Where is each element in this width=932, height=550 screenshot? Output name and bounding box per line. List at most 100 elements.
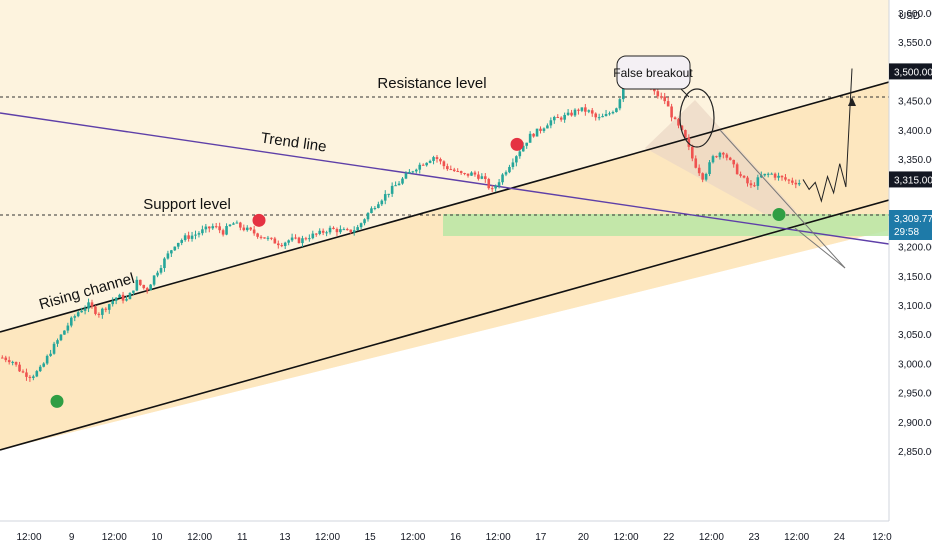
- candle: [435, 154, 439, 163]
- price-axis[interactable]: USD 3,600.00 3,550.00 3,450.00 3,400.00 3,35…: [888, 0, 932, 521]
- time-tick-label: 20: [578, 532, 590, 543]
- trend-line: [0, 112, 889, 245]
- support-zone: [443, 214, 889, 236]
- candle: [346, 227, 349, 231]
- candle: [711, 154, 715, 164]
- price-level-badge-label: 3,315.00: [894, 175, 932, 186]
- candle: [546, 123, 549, 129]
- candle: [152, 275, 156, 287]
- resistance-touch-marker: [510, 137, 524, 151]
- candle: [135, 276, 139, 292]
- candle: [180, 238, 183, 246]
- candle: [359, 222, 363, 230]
- price-level-badge-label: 3,500.00: [894, 67, 932, 78]
- candle: [622, 87, 625, 102]
- candle: [715, 155, 718, 158]
- candle: [142, 284, 146, 290]
- candle: [380, 199, 384, 207]
- time-tick-label: 12:00: [400, 532, 425, 543]
- price-tick-label: 3,100.00: [898, 301, 932, 312]
- candle: [321, 228, 325, 236]
- candle: [580, 107, 584, 113]
- current-price-value: 3,309.77: [894, 214, 932, 225]
- candle: [611, 110, 615, 115]
- candle: [118, 293, 121, 298]
- candle: [766, 172, 770, 178]
- candle: [501, 173, 504, 185]
- candle: [763, 173, 767, 177]
- candle: [494, 184, 497, 192]
- candle: [287, 239, 290, 246]
- price-tick-label: 3,350.00: [898, 155, 932, 166]
- candle: [728, 156, 732, 161]
- candle: [176, 242, 180, 250]
- candle: [1, 355, 4, 359]
- candle: [97, 312, 101, 318]
- price-tick-label: 3,400.00: [898, 126, 932, 137]
- candle: [56, 338, 59, 347]
- candle: [308, 234, 311, 242]
- candle: [604, 109, 608, 117]
- candle: [239, 221, 242, 231]
- candle: [45, 354, 49, 365]
- price-tick-label: 3,000.00: [898, 359, 932, 370]
- candle: [397, 181, 401, 186]
- time-tick-label: 12:00: [102, 532, 127, 543]
- candle: [280, 242, 284, 248]
- candle: [456, 168, 459, 173]
- time-axis[interactable]: 12:00 9 12:00 10 12:00 11 13 12:00 15 12:00 16 12:0…: [0, 520, 892, 543]
- candle: [770, 172, 773, 175]
- candle: [480, 173, 484, 180]
- candle: [487, 177, 491, 190]
- candle: [297, 236, 301, 244]
- candle: [673, 116, 677, 120]
- candle: [211, 223, 215, 230]
- candle: [497, 178, 501, 189]
- candle: [363, 218, 366, 226]
- candlestick-series: [1, 67, 801, 382]
- time-tick-label: 12:00: [315, 532, 340, 543]
- candle: [170, 249, 173, 258]
- price-tick-label: 3,600.00: [898, 9, 932, 20]
- time-tick-label: 23: [748, 532, 760, 543]
- candle: [566, 109, 570, 116]
- price-level-badge: 3,315.00: [889, 171, 932, 188]
- candle: [377, 201, 380, 209]
- candle: [504, 170, 508, 177]
- time-tick-label: 16: [450, 532, 462, 543]
- candle: [235, 220, 239, 224]
- candle: [484, 173, 487, 183]
- candle: [132, 290, 135, 296]
- time-tick-label: 24: [834, 532, 846, 543]
- candle: [722, 151, 725, 159]
- candle: [145, 286, 149, 294]
- candle: [270, 237, 273, 241]
- candle: [304, 236, 308, 241]
- candle: [25, 368, 28, 381]
- price-tick-label: 2,850.00: [898, 447, 932, 458]
- candle: [339, 225, 342, 235]
- candle: [691, 144, 694, 162]
- candle: [687, 134, 691, 151]
- current-price-badge: 3,309.77 29:58: [889, 210, 932, 240]
- candle: [194, 230, 197, 240]
- projection-path: [802, 68, 853, 203]
- candle: [390, 182, 394, 197]
- candle: [114, 297, 118, 305]
- candle: [532, 133, 535, 138]
- candle: [549, 117, 553, 129]
- candle: [214, 222, 218, 229]
- candle: [387, 193, 390, 198]
- candle: [563, 112, 566, 123]
- time-tick-label: 15: [365, 532, 377, 543]
- candle: [366, 212, 370, 222]
- candle: [80, 307, 83, 313]
- candle: [787, 178, 791, 184]
- price-tick-label: 3,150.00: [898, 272, 932, 283]
- candle: [190, 231, 194, 242]
- candle: [121, 291, 125, 304]
- time-tick-label: 13: [279, 532, 291, 543]
- candle: [32, 374, 35, 381]
- candle: [218, 222, 221, 234]
